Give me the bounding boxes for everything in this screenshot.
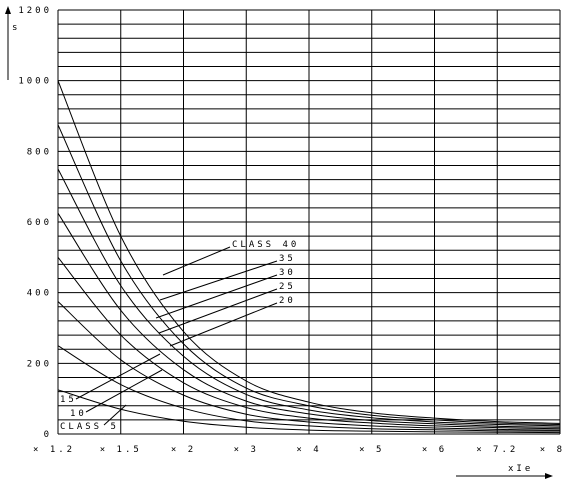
x-tick-label: × 1.5 bbox=[100, 445, 142, 455]
series-line-0 bbox=[57, 80, 561, 424]
leader-line bbox=[103, 404, 127, 426]
y-tick-label: 1200 bbox=[18, 6, 52, 16]
x-tick-label: × 5 bbox=[359, 445, 384, 455]
series-label: 10 bbox=[70, 409, 87, 419]
leader-line bbox=[75, 353, 161, 400]
series-label: CLASS 5 bbox=[60, 422, 119, 432]
leader-line bbox=[158, 288, 278, 334]
series-leader-lines bbox=[75, 246, 278, 426]
x-tick-label: × 7.2 bbox=[476, 445, 518, 455]
leader-line bbox=[85, 369, 163, 413]
x-tick-label: × 2 bbox=[171, 445, 196, 455]
x-tick-label: × 3 bbox=[234, 445, 259, 455]
series-label: 35 bbox=[279, 254, 296, 264]
x-tick-label: × 8 bbox=[540, 445, 565, 455]
x-unit-label: xIe bbox=[508, 464, 533, 474]
leader-line bbox=[155, 274, 278, 319]
leader-line bbox=[162, 246, 231, 276]
series-line-6 bbox=[57, 345, 561, 432]
series-label: CLASS 40 bbox=[232, 240, 299, 250]
series-line-2 bbox=[57, 168, 561, 427]
leader-line bbox=[169, 302, 278, 347]
x-tick-label: × 4 bbox=[296, 445, 321, 455]
series-label: 25 bbox=[279, 282, 296, 292]
y-tick-labels: 0 200 400 600 800 1000 1200 bbox=[18, 6, 52, 440]
series-label: 20 bbox=[279, 296, 296, 306]
y-tick-label: 600 bbox=[27, 218, 52, 228]
x-unit-arrow-head bbox=[545, 473, 553, 479]
x-tick-label: × 1.2 bbox=[33, 445, 75, 455]
leader-line bbox=[159, 260, 278, 301]
series-label: 30 bbox=[279, 268, 296, 278]
y-unit-arrow-head bbox=[5, 6, 11, 14]
y-tick-label: 200 bbox=[27, 359, 52, 369]
grid bbox=[57, 9, 561, 435]
y-tick-label: 800 bbox=[27, 147, 52, 157]
y-unit-label: s bbox=[12, 23, 20, 33]
series-line-4 bbox=[57, 257, 561, 430]
series-label: 15 bbox=[60, 395, 77, 405]
y-tick-label: 1000 bbox=[18, 77, 52, 87]
series-line-7 bbox=[57, 389, 561, 434]
x-tick-label: × 6 bbox=[422, 445, 447, 455]
series-line-5 bbox=[57, 301, 561, 431]
y-tick-label: 0 bbox=[44, 430, 52, 440]
series-curves bbox=[57, 80, 561, 434]
series-line-1 bbox=[57, 124, 561, 425]
y-tick-label: 400 bbox=[27, 289, 52, 299]
series-line-3 bbox=[57, 212, 561, 428]
series-labels: CLASS 40 35 30 25 20 15 10 CLASS 5 bbox=[60, 240, 299, 432]
x-tick-labels: × 1.2 × 1.5 × 2 × 3 × 4 × 5 × 6 × 7.2 × 8 bbox=[33, 445, 565, 455]
